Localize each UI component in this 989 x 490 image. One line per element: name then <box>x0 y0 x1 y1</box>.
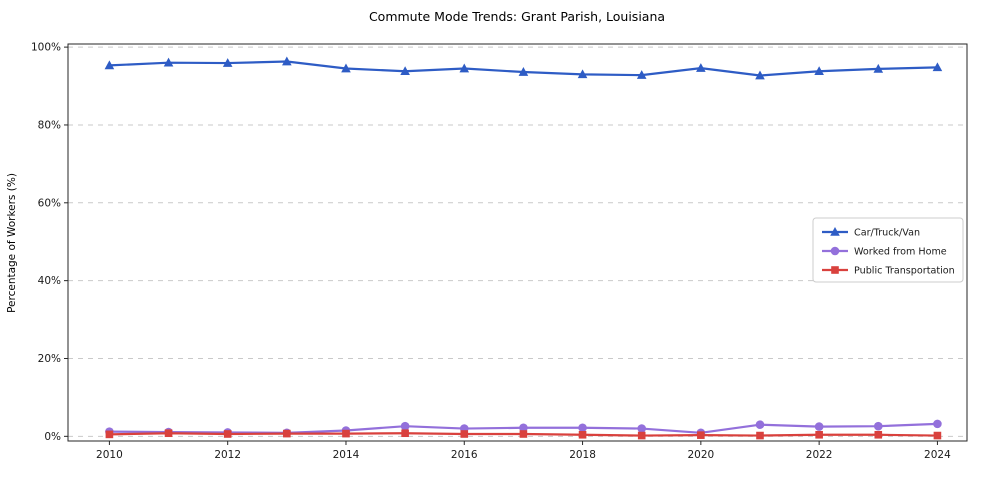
marker-triangle <box>830 227 840 236</box>
x-tick-label: 2010 <box>96 449 123 461</box>
marker-triangle <box>814 66 824 76</box>
marker-triangle <box>636 70 647 79</box>
marker-triangle <box>282 56 292 66</box>
y-tick-label: 100% <box>31 42 61 54</box>
series-public-transportation <box>105 429 942 440</box>
marker-circle <box>400 421 410 431</box>
legend-label: Worked from Home <box>854 247 947 258</box>
y-axis-label: Percentage of Workers (%) <box>6 173 18 313</box>
marker-triangle <box>577 69 588 79</box>
marker-circle <box>933 419 942 429</box>
legend-label: Public Transportation <box>854 266 955 277</box>
marker-square <box>105 430 114 439</box>
x-tick-label: 2020 <box>687 449 714 461</box>
marker-triangle <box>755 70 765 80</box>
marker-square <box>831 266 839 274</box>
x-tick-label: 2022 <box>806 449 833 461</box>
x-axis: 2010 2012 2014 2016 2018 2020 2022 2024 <box>96 441 951 461</box>
legend: Car/Truck/Van Worked from Home Public Tran… <box>812 217 964 283</box>
marker-square <box>460 430 469 438</box>
series-car-truck-van <box>104 56 943 80</box>
marker-triangle <box>104 60 115 70</box>
y-axis: 0% 20% 40% 60% 80% 100% <box>31 42 68 443</box>
x-tick-label: 2018 <box>569 449 596 461</box>
marker-circle <box>519 423 528 433</box>
marker-square <box>342 429 350 438</box>
x-tick-label: 2024 <box>924 449 951 461</box>
marker-triangle <box>696 63 706 72</box>
marker-triangle <box>163 57 174 67</box>
marker-circle <box>873 421 883 431</box>
marker-circle <box>637 424 647 433</box>
marker-square <box>164 429 173 438</box>
marker-square <box>756 431 764 440</box>
marker-triangle <box>518 67 529 76</box>
marker-square <box>815 430 823 439</box>
legend-box <box>812 217 964 283</box>
plot-frame <box>67 43 968 442</box>
marker-triangle <box>873 63 884 73</box>
marker-triangle <box>400 66 410 76</box>
marker-triangle <box>932 62 943 72</box>
marker-circle <box>578 423 587 433</box>
x-tick-label: 2014 <box>333 449 360 461</box>
x-tick-label: 2016 <box>451 449 478 461</box>
marker-square <box>519 430 528 438</box>
marker-triangle <box>341 63 351 73</box>
marker-square <box>874 430 883 439</box>
marker-circle <box>755 420 765 429</box>
chart-title: Commute Mode Trends: Grant Parish, Louis… <box>369 9 665 24</box>
y-tick-label: 60% <box>38 197 61 209</box>
legend-label: Car/Truck/Van <box>854 228 920 239</box>
marker-square <box>637 431 646 440</box>
y-tick-label: 80% <box>38 119 61 131</box>
marker-square <box>697 431 705 439</box>
marker-triangle <box>459 63 470 73</box>
y-tick-label: 0% <box>44 431 61 443</box>
marker-square <box>223 430 232 438</box>
marker-square <box>283 429 291 438</box>
marker-square <box>933 431 942 440</box>
y-tick-label: 20% <box>38 353 61 365</box>
marker-circle <box>830 246 840 256</box>
marker-square <box>401 429 409 438</box>
marker-circle <box>814 422 824 431</box>
y-tick-label: 40% <box>38 275 61 287</box>
marker-square <box>578 430 587 439</box>
x-tick-label: 2012 <box>214 449 241 461</box>
marker-triangle <box>222 58 233 67</box>
